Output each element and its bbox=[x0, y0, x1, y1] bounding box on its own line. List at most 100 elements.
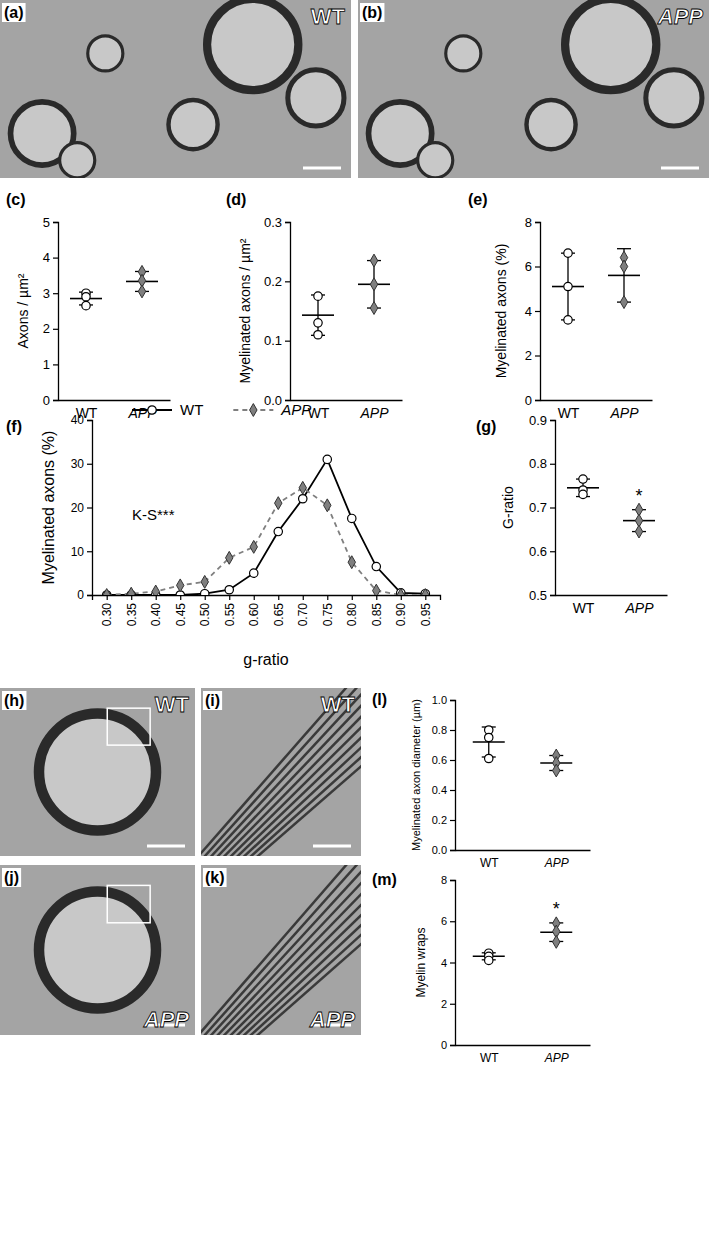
x-tick: APP bbox=[624, 595, 654, 616]
y-tick: 4 bbox=[441, 957, 455, 969]
point bbox=[553, 935, 560, 948]
x-tick-mark bbox=[180, 595, 181, 600]
y-tick: 0.2 bbox=[432, 814, 455, 826]
y-tick-label: 0 bbox=[441, 1039, 447, 1051]
chart-panel: 0.50.60.70.80.9G-ratio(g)WTAPP* bbox=[476, 413, 668, 616]
y-tick: 0.5 bbox=[529, 588, 555, 603]
y-tick-mark bbox=[53, 364, 58, 365]
y-tick: 0.3 bbox=[264, 215, 290, 230]
myelin-ring bbox=[565, 0, 656, 90]
y-tick-mark bbox=[450, 880, 455, 881]
chart-panel: 02468Myelinated axons (%)(e)WTAPP bbox=[468, 191, 653, 421]
y-tick-mark bbox=[450, 820, 455, 821]
figure: (a)WT(b)APP(h)WT(i)WT(j)APP(k)APP012345A… bbox=[0, 0, 709, 1259]
myelin-ring bbox=[446, 36, 481, 71]
myelin-lamella bbox=[205, 865, 361, 1035]
panel-label: (k) bbox=[205, 869, 225, 886]
x-tick-label: 0.60 bbox=[247, 603, 261, 627]
y-axis: 0.50.60.70.80.9 bbox=[529, 413, 556, 603]
point bbox=[620, 296, 627, 309]
x-tick-label: APP bbox=[544, 856, 569, 870]
legend-marker bbox=[148, 406, 156, 414]
y-tick: 0.6 bbox=[432, 754, 455, 766]
x-tick-mark bbox=[156, 595, 157, 600]
y-tick-label: 0.6 bbox=[432, 754, 447, 766]
y-tick-label: 3 bbox=[43, 286, 50, 301]
y-tick-mark bbox=[550, 464, 555, 465]
y-tick-mark bbox=[550, 420, 555, 421]
y-tick-label: 2 bbox=[441, 998, 447, 1010]
point bbox=[314, 292, 322, 300]
y-tick-mark bbox=[53, 329, 58, 330]
y-tick-mark bbox=[285, 222, 290, 223]
myelin-lamella bbox=[201, 865, 361, 1035]
x-axis: WTAPP bbox=[556, 595, 668, 616]
x-tick-label: 0.35 bbox=[125, 603, 139, 627]
point bbox=[579, 475, 587, 483]
y-tick-mark bbox=[53, 400, 58, 401]
panel-label: (m) bbox=[372, 871, 397, 888]
significance: K-S*** bbox=[132, 506, 175, 523]
marks bbox=[70, 265, 158, 309]
myelin-lamella bbox=[223, 690, 361, 856]
x-axis: WTAPP bbox=[541, 400, 653, 421]
point bbox=[485, 956, 493, 964]
x-tick-label: WT bbox=[480, 1051, 499, 1065]
myelin-ring bbox=[418, 143, 453, 178]
x-tick-mark bbox=[327, 595, 328, 600]
y-tick-mark bbox=[450, 1004, 455, 1005]
y-tick-label: 20 bbox=[71, 501, 85, 515]
panel-label: (f) bbox=[6, 418, 22, 435]
y-axis-title: Myelinated axons / µm² bbox=[237, 238, 253, 383]
axis-line bbox=[285, 223, 291, 401]
y-tick: 2 bbox=[43, 321, 58, 336]
y-axis-title: Myelinated axons (%) bbox=[493, 244, 509, 379]
point bbox=[564, 316, 572, 324]
point bbox=[635, 525, 642, 538]
y-axis: 02468 bbox=[441, 874, 456, 1051]
point bbox=[226, 551, 233, 564]
y-tick-mark bbox=[550, 551, 555, 552]
myelin-ring bbox=[168, 100, 217, 149]
y-tick-mark bbox=[535, 400, 540, 401]
y-tick: 3 bbox=[43, 286, 58, 301]
x-tick-label: 0.65 bbox=[272, 603, 286, 627]
chart-panel: 0.00.20.40.60.81.0Myelinated axon diamet… bbox=[372, 691, 591, 870]
point bbox=[370, 254, 377, 267]
point bbox=[127, 587, 134, 595]
myelin-ring bbox=[39, 892, 156, 1009]
legend-marker bbox=[250, 404, 257, 417]
marks bbox=[473, 917, 573, 965]
point bbox=[620, 260, 627, 273]
x-tick: 0.85 bbox=[370, 595, 384, 626]
micrograph: (i)WT bbox=[181, 648, 435, 876]
x-tick-mark bbox=[131, 595, 132, 600]
y-tick-mark bbox=[550, 507, 555, 508]
y-tick: 6 bbox=[525, 259, 540, 274]
genotype-label: WT bbox=[311, 4, 346, 29]
marks bbox=[302, 254, 390, 339]
point bbox=[564, 282, 572, 290]
mean-line bbox=[608, 275, 640, 277]
legend: WTAPP bbox=[132, 401, 311, 418]
axis-line bbox=[456, 1045, 591, 1046]
x-tick-label: APP bbox=[359, 405, 389, 421]
point bbox=[275, 497, 282, 510]
y-tick-mark bbox=[450, 850, 455, 851]
axis-line bbox=[450, 701, 456, 851]
x-tick: APP bbox=[359, 400, 389, 421]
x-tick-mark bbox=[278, 595, 279, 600]
x-tick: 0.80 bbox=[345, 595, 359, 626]
y-tick-label: 10 bbox=[71, 545, 85, 559]
x-tick: 0.65 bbox=[272, 595, 286, 626]
x-tick-mark bbox=[425, 595, 426, 600]
point bbox=[299, 495, 307, 503]
x-tick-label: 0.75 bbox=[321, 603, 335, 627]
y-tick: 10 bbox=[71, 545, 92, 559]
y-tick: 0 bbox=[43, 393, 58, 408]
point bbox=[274, 527, 282, 535]
myelin-lamella bbox=[229, 696, 361, 856]
x-tick-mark bbox=[229, 595, 230, 600]
x-tick-label: APP bbox=[127, 405, 157, 421]
y-tick: 0.1 bbox=[264, 333, 290, 348]
